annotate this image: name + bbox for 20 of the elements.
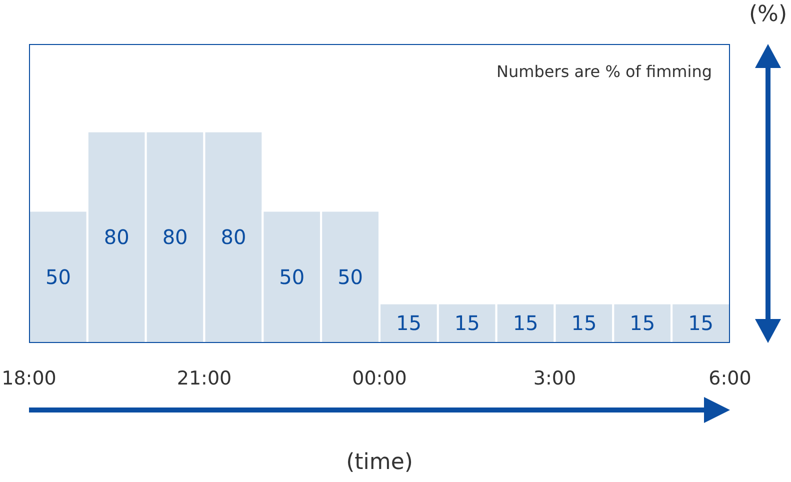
- x-tick-label: 00:00: [352, 367, 407, 390]
- data-label: 50: [338, 264, 364, 289]
- x-tick-label: 18:00: [2, 367, 56, 390]
- data-label: 80: [162, 225, 188, 250]
- data-label: 15: [454, 311, 480, 336]
- x-axis-title: (time): [345, 450, 414, 475]
- data-label: 15: [688, 311, 714, 336]
- data-label: 15: [571, 311, 597, 336]
- data-label: 80: [104, 225, 130, 250]
- data-label: 15: [630, 311, 656, 336]
- data-label: 50: [45, 264, 71, 289]
- data-label: 15: [512, 311, 538, 336]
- x-tick-label: 6:00: [708, 367, 752, 390]
- annotation: Numbers are % of fimming: [496, 62, 712, 81]
- x-tick-label: 21:00: [176, 367, 232, 390]
- y-axis-title: (%): [748, 2, 788, 27]
- x-tick-label: 3:00: [533, 367, 576, 390]
- data-label: 15: [396, 311, 422, 336]
- data-label: 50: [279, 264, 305, 289]
- data-label: 80: [220, 225, 246, 250]
